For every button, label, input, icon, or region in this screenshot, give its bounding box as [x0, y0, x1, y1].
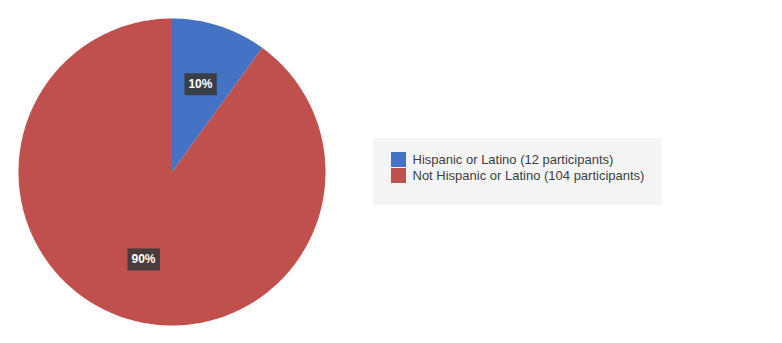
html-text:Hispanic or Latino (12 partici: Hispanic or Latino (12 participants) — [412, 152, 614, 168]
svg-text:90%: 90% — [132, 252, 156, 266]
html-text:Not Hispanic or Latino (104 pa: Not Hispanic or Latino (104 participants… — [412, 168, 645, 184]
svg-text:10%: 10% — [188, 77, 212, 91]
